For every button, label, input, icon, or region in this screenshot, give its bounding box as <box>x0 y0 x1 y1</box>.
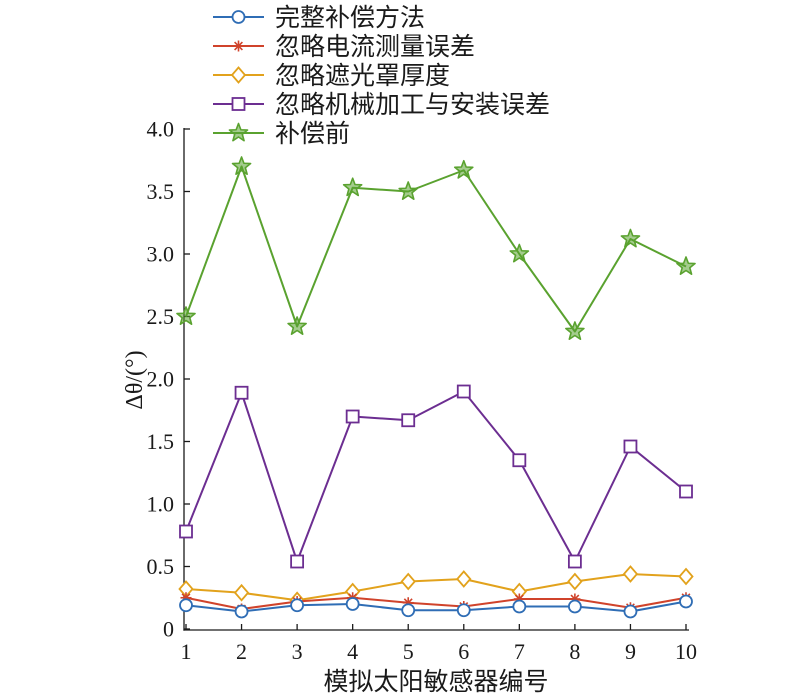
data-point-diamond <box>233 583 250 602</box>
data-point-circle <box>345 597 360 611</box>
data-point-circle <box>512 599 527 614</box>
x-tick-label: 9 <box>625 639 636 664</box>
x-tick-label: 1 <box>181 639 192 664</box>
y-tick-label: 0.5 <box>147 554 175 579</box>
y-axis-label: Δθ/(°) <box>122 350 148 409</box>
x-axis-label: 模拟太阳敏感器编号 <box>323 667 548 696</box>
data-point-star <box>342 177 363 197</box>
data-point-square <box>679 484 693 499</box>
legend-item: 完整补偿方法 <box>213 3 425 32</box>
legend-marker-circle <box>231 10 246 24</box>
legend-label: 忽略机械加工与安装误差 <box>275 90 550 119</box>
data-point-circle <box>567 599 582 614</box>
series-line <box>185 596 687 610</box>
x-tick-label: 5 <box>403 639 414 664</box>
y-tick-label: 0 <box>163 617 174 642</box>
legend-marker-asterisk <box>233 40 244 52</box>
data-point-square <box>345 409 360 424</box>
data-point-circle <box>401 603 416 618</box>
legend-item: 补偿前 <box>213 119 350 148</box>
data-point-square <box>290 554 305 569</box>
series-2 <box>178 565 694 610</box>
y-tick-label: 4.0 <box>147 117 175 142</box>
data-point-square <box>623 439 638 454</box>
series-line <box>185 573 687 602</box>
legend-label: 完整补偿方法 <box>275 3 425 32</box>
x-tick-label: 4 <box>347 639 358 664</box>
legend-marker-star <box>228 122 249 142</box>
x-ticks: 1 2 3 4 5 6 7 8 9 10 <box>181 624 697 664</box>
data-point-star <box>287 316 307 335</box>
asterisk-ray <box>234 41 243 51</box>
data-point-square <box>567 554 582 569</box>
legend-item: 忽略遮光罩厚度 <box>213 61 450 90</box>
data-point-circle <box>623 604 638 619</box>
series-4 <box>176 156 696 340</box>
legend-marker-diamond <box>230 66 247 84</box>
y-tick-label: 1.5 <box>147 429 175 454</box>
data-point-circle <box>679 594 693 609</box>
data-point-star <box>453 159 474 179</box>
legend-item: 忽略电流测量误差 <box>213 32 475 61</box>
data-point-star <box>620 228 641 248</box>
x-tick-label: 6 <box>458 639 469 664</box>
y-tick-label: 3.0 <box>147 242 175 267</box>
x-tick-label: 7 <box>514 639 525 664</box>
data-point-circle <box>179 598 193 613</box>
legend-label: 忽略遮光罩厚度 <box>275 61 450 90</box>
series-line <box>185 390 687 563</box>
data-point-square <box>401 413 416 428</box>
y-tick-label: 1.0 <box>147 492 175 517</box>
x-tick-label: 10 <box>675 639 697 664</box>
y-tick-label: 3.5 <box>147 179 175 204</box>
legend-marker-square <box>231 97 246 111</box>
data-point-diamond <box>400 572 416 591</box>
x-tick-label: 2 <box>236 639 247 664</box>
legend-label: 忽略电流测量误差 <box>275 32 475 61</box>
data-point-diamond <box>456 570 472 588</box>
x-tick-label: 8 <box>569 639 580 664</box>
series-0 <box>179 594 693 619</box>
data-point-star <box>398 181 419 200</box>
data-point-square <box>234 385 249 400</box>
data-point-square <box>456 384 471 399</box>
data-point-diamond <box>622 565 639 583</box>
series-layer <box>176 156 696 619</box>
series-line <box>185 165 687 333</box>
data-point-square <box>179 524 193 539</box>
data-point-square <box>512 453 527 468</box>
data-point-star <box>509 243 530 263</box>
data-point-circle <box>456 603 471 618</box>
data-point-diamond <box>567 572 583 591</box>
y-tick-label: 2.5 <box>147 304 175 329</box>
series-3 <box>179 384 693 569</box>
data-point-star <box>176 306 196 325</box>
y-tick-label: 2.0 <box>147 367 175 392</box>
legend-label: 补偿前 <box>275 119 350 148</box>
data-point-circle <box>234 604 249 619</box>
data-point-star <box>565 321 585 340</box>
legend-item: 忽略机械加工与安装误差 <box>213 90 550 119</box>
data-point-circle <box>290 598 305 613</box>
data-point-star <box>676 256 696 275</box>
x-tick-label: 3 <box>292 639 303 664</box>
data-point-diamond <box>678 567 694 586</box>
series-line <box>185 600 687 613</box>
data-point-star <box>231 156 252 175</box>
